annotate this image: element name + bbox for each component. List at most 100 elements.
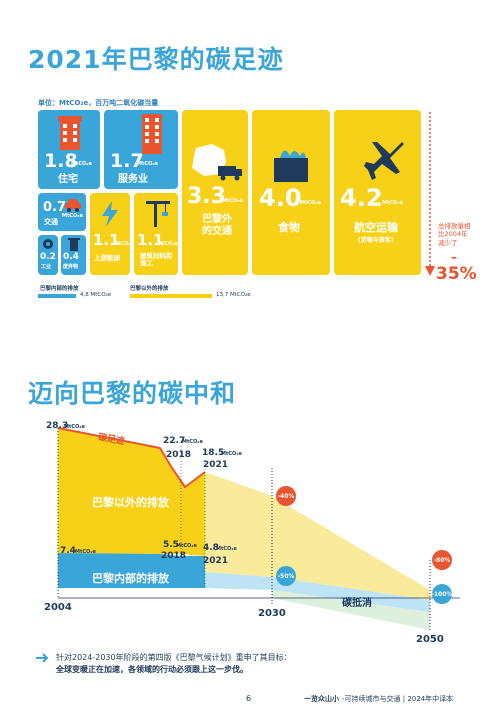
legend-inside-value: 4,8 MtCO₂e (80, 292, 112, 298)
footprint-line (57, 427, 206, 489)
housing-value: 1.8 (44, 150, 78, 172)
office-tower-icon (142, 114, 162, 154)
external-transport-value: 3.3 (187, 184, 226, 209)
trash-bin-icon (68, 238, 80, 251)
year-2018-bottom: 2018 (161, 551, 187, 561)
aviation-sublabel: (货物与旅客) (358, 237, 394, 244)
projection-outside-area (205, 472, 430, 600)
services-value: 1.7 (110, 150, 144, 172)
projection-inside-area (205, 572, 430, 612)
aviation-value: 4.2 (340, 184, 383, 212)
arrow-right-icon (36, 653, 49, 663)
legend-inside-bar (38, 294, 76, 298)
tile-industry: 0.2 工业 (38, 235, 58, 275)
offset-label: 碳抵消 (342, 598, 372, 609)
inside-2004-unit: MtCO₂e (75, 549, 96, 555)
tile-aviation: 4.2 MtCO₂e 航空运输 (货物与旅客) (334, 110, 421, 275)
total-2004-value: 28.3 (46, 421, 69, 431)
services-label: 服务业 (118, 174, 148, 185)
gear-icon (43, 239, 53, 249)
food-value: 4.0 (259, 184, 302, 212)
note-line-2: 全球变暖正在加速，各领域的行动必须跟上这一步伐。 (56, 665, 248, 674)
note-line-1: 针对2024-2030年阶段的第四版《巴黎气候计划》重申了其目标： (56, 653, 292, 662)
building-icon (58, 116, 82, 150)
industry-label: 工业 (41, 264, 52, 270)
transport-label: 交通 (44, 218, 58, 226)
reduction-note: 总排放量相比2004年减少了 (438, 222, 471, 247)
inside-2021-unit: MtCO₂e (216, 546, 237, 552)
services-unit: MtCO₂e (137, 161, 158, 167)
external-transport-unit: MtCO₂e (222, 198, 243, 204)
aviation-unit: MtCO₂e (382, 200, 403, 206)
tile-external-transport: 3.3 MtCO₂e 巴黎外的交通 (182, 110, 248, 275)
total-2018-value: 22.7 (163, 436, 186, 446)
inside-2021-value: 4.8 (203, 543, 219, 553)
total-2021-unit: MtCO₂e (221, 451, 242, 457)
total-2018-unit: MtCO₂e (182, 439, 203, 445)
tile-energy: 1.1 MtCO₂e 上游能源 (90, 193, 134, 275)
waste-label: 废弃物 (63, 264, 79, 270)
down-arrow-icon (425, 112, 435, 276)
transport-value: 0.7 (43, 200, 67, 215)
car-icon (65, 199, 81, 212)
unit-label: 单位：MtCO₂e，百万吨二氧化碳当量 (38, 99, 159, 107)
construction-label: 建筑材料和施工 (140, 252, 173, 268)
tile-transport: 0.7 MtCO₂e 交通 (38, 193, 86, 231)
year-2018-top: 2018 (166, 450, 192, 460)
airplane-icon (364, 142, 404, 180)
year-2021-top: 2021 (203, 460, 229, 470)
tile-construction: 1.1 MtCO₂e 建筑材料和施工 (134, 193, 178, 275)
industry-value: 0.2 (40, 252, 56, 262)
footer-tagline: -可持续城市与交通 | 2024年中译本 (342, 695, 454, 703)
france-truck-icon (192, 144, 242, 181)
energy-unit: MtCO₂e (113, 241, 134, 247)
housing-unit: MtCO₂e (71, 161, 92, 167)
outside-emissions-area (58, 428, 205, 556)
tile-food: 4.0 MtCO₂e 食物 (252, 110, 330, 275)
total-2021-value: 18.5 (202, 448, 225, 458)
legend-outside-bar (130, 294, 212, 298)
inside-emissions-area (58, 553, 205, 588)
waste-value: 0.4 (63, 252, 79, 262)
reduction-percent: 35% (436, 264, 477, 284)
section2-title: 迈向巴黎的碳中和 (28, 379, 237, 408)
tile-waste: 0.4 废弃物 (61, 235, 86, 275)
food-basket-icon (274, 150, 308, 182)
target-inside-2030: -50% (276, 566, 296, 586)
axis-year-2050: 2050 (416, 634, 444, 645)
inside-2004-value: 7.4 (60, 546, 76, 556)
tile-services: 1.7 MtCO₂e 服务业 (104, 110, 178, 189)
page-number: 6 (246, 694, 252, 703)
reduction-dash: – (451, 250, 457, 264)
inside-2018-unit: MtCO₂e (176, 543, 197, 549)
year-2021-bottom: 2021 (203, 556, 229, 566)
transport-unit: MtCO₂e (62, 213, 83, 219)
tile-housing: 1.8 MtCO₂e 住宅 (38, 110, 100, 189)
food-label: 食物 (278, 221, 300, 234)
legend-inside-label: 巴黎内部的排放 (40, 286, 79, 292)
housing-label: 住宅 (58, 174, 78, 185)
lightning-icon (102, 201, 118, 227)
aviation-label: 航空运输 (354, 221, 398, 234)
axis-year-2030: 2030 (258, 608, 286, 619)
offset-area (272, 590, 430, 630)
total-2004-unit: MtCO₂e (64, 424, 85, 430)
target-inside-2050: -100% (431, 584, 453, 604)
legend-outside-label: 巴黎以外的排放 (130, 286, 169, 292)
section1-title: 2021年巴黎的碳足迹 (28, 45, 284, 74)
crane-icon (146, 201, 170, 227)
axis-year-2004: 2004 (44, 602, 72, 613)
inside-2018-value: 5.5 (163, 540, 179, 550)
construction-unit: MtCO₂e (157, 241, 178, 247)
inside-area-label: 巴黎内部的排放 (92, 572, 169, 585)
outside-area-label: 巴黎以外的排放 (92, 496, 169, 509)
target-outside-2030: -40% (276, 486, 296, 506)
target-outside-2050: -80% (432, 550, 452, 570)
footer-brand: 一览众山小 (304, 695, 339, 703)
legend-outside-value: 13,7 MtCO₂e (216, 292, 251, 298)
external-transport-label: 巴黎外的交通 (202, 214, 232, 237)
construction-value: 1.1 (137, 231, 164, 249)
energy-value: 1.1 (93, 231, 120, 249)
energy-label: 上游能源 (94, 254, 120, 262)
